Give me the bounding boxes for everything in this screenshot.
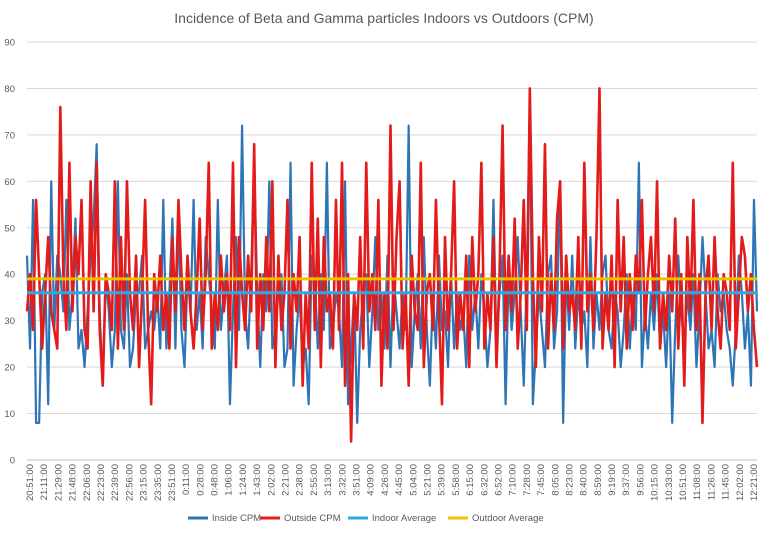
x-tick-label: 11:45:00 — [721, 464, 732, 500]
chart-title: Incidence of Beta and Gamma particles In… — [174, 10, 594, 26]
legend-label: Outside CPM — [284, 513, 341, 524]
legend-item-inside-cpm: Inside CPM — [188, 513, 261, 524]
x-tick-label: 8:40:00 — [579, 464, 590, 496]
y-tick-label: 0 — [10, 456, 15, 467]
x-tick-label: 4:09:00 — [366, 464, 377, 496]
x-tick-label: 7:10:00 — [508, 464, 519, 496]
legend-label: Inside CPM — [212, 513, 261, 524]
x-tick-label: 9:19:00 — [607, 464, 618, 496]
x-tick-label: 23:15:00 — [139, 464, 150, 501]
y-tick-label: 20 — [4, 363, 15, 374]
x-tick-label: 21:29:00 — [53, 464, 64, 501]
x-axis: 20:51:00 21:11:00 21:29:00 21:48:00 22:06:00… — [25, 459, 760, 501]
x-tick-label: 3:32:00 — [337, 464, 348, 496]
legend-item-outside-cpm: Outside CPM — [260, 513, 341, 524]
y-tick-label: 30 — [4, 316, 15, 327]
x-tick-label: 2:55:00 — [309, 464, 320, 496]
y-tick-label: 90 — [4, 38, 15, 49]
x-tick-label: 5:58:00 — [451, 464, 462, 496]
x-tick-label: 0:11:00 — [181, 464, 192, 495]
x-tick-label: 4:45:00 — [394, 464, 405, 496]
x-tick-label: 22:56:00 — [124, 464, 135, 501]
x-tick-label: 1:06:00 — [224, 464, 235, 496]
x-tick-label: 9:37:00 — [621, 464, 632, 496]
x-tick-label: 4:26:00 — [380, 464, 391, 496]
x-tick-label: 5:04:00 — [408, 464, 419, 496]
x-tick-label: 12:02:00 — [735, 464, 746, 501]
x-tick-label: 10:33:00 — [664, 464, 675, 501]
legend: Inside CPM Outside CPM Indoor Average Outdo… — [188, 513, 544, 524]
x-tick-label: 11:08:00 — [692, 464, 703, 500]
x-tick-label: 2:02:00 — [266, 464, 277, 496]
x-tick-label: 10:51:00 — [678, 464, 689, 501]
y-tick-label: 70 — [4, 130, 15, 141]
legend-label: Outdoor Average — [472, 513, 544, 524]
legend-label: Indoor Average — [372, 513, 436, 524]
x-tick-label: 11:26:00 — [706, 464, 717, 500]
plot-area — [25, 87, 759, 443]
y-tick-label: 50 — [4, 223, 15, 234]
x-tick-label: 8:59:00 — [593, 464, 604, 496]
x-tick-label: 5:21:00 — [422, 464, 433, 496]
series-line-outside-cpm — [25, 87, 759, 443]
x-tick-label: 3:51:00 — [352, 464, 363, 496]
x-tick-label: 2:21:00 — [281, 464, 292, 496]
x-tick-label: 6:32:00 — [479, 464, 490, 496]
x-tick-label: 12:21:00 — [749, 464, 760, 501]
y-tick-label: 80 — [4, 84, 15, 95]
x-tick-label: 10:15:00 — [650, 464, 661, 501]
x-tick-label: 22:06:00 — [82, 464, 93, 501]
x-tick-label: 7:28:00 — [522, 464, 533, 496]
x-tick-label: 23:51:00 — [167, 464, 178, 501]
x-tick-label: 6:15:00 — [465, 464, 476, 496]
x-tick-label: 22:23:00 — [96, 464, 107, 501]
x-tick-label: 23:35:00 — [153, 464, 164, 501]
x-tick-label: 7:45:00 — [536, 464, 547, 496]
x-tick-label: 1:43:00 — [252, 464, 263, 496]
x-tick-label: 6:52:00 — [493, 464, 504, 496]
x-tick-label: 0:48:00 — [210, 464, 221, 496]
x-tick-label: 2:38:00 — [295, 464, 306, 496]
x-tick-label: 1:24:00 — [238, 464, 249, 496]
x-tick-label: 0:28:00 — [195, 464, 206, 496]
legend-item-indoor-average: Indoor Average — [348, 513, 436, 524]
x-tick-label: 5:39:00 — [437, 464, 448, 496]
y-axis: 0 10 20 30 40 50 60 70 80 90 — [4, 38, 15, 467]
x-tick-label: 9:56:00 — [635, 464, 646, 496]
y-tick-label: 10 — [4, 409, 15, 420]
legend-item-outdoor-average: Outdoor Average — [448, 513, 544, 524]
x-tick-label: 3:13:00 — [323, 464, 334, 496]
x-tick-label: 20:51:00 — [25, 464, 36, 501]
y-tick-label: 40 — [4, 270, 15, 281]
x-tick-label: 8:05:00 — [550, 464, 561, 496]
y-tick-label: 60 — [4, 177, 15, 188]
x-tick-label: 8:23:00 — [564, 464, 575, 496]
x-tick-label: 21:48:00 — [68, 464, 79, 501]
x-tick-label: 21:11:00 — [39, 464, 50, 500]
x-tick-label: 22:39:00 — [110, 464, 121, 501]
